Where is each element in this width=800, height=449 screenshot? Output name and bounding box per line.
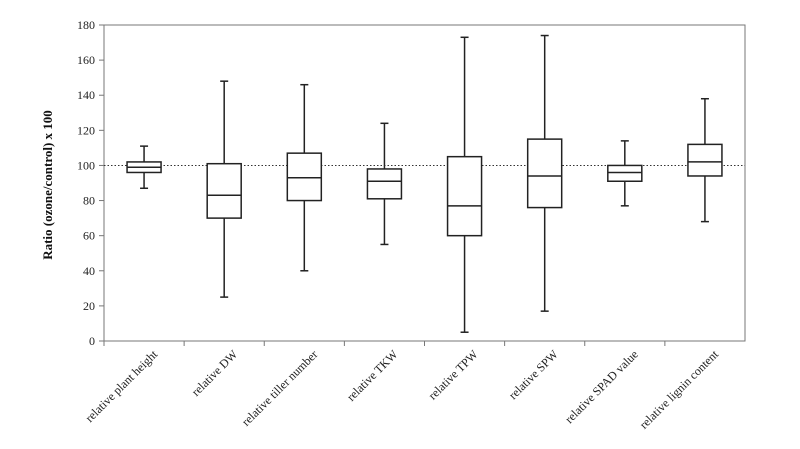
y-tick-label: 140 — [77, 88, 95, 102]
box-iqr — [526, 138, 563, 209]
x-category-label: relative tiller number — [239, 347, 321, 429]
x-category-label: relative SPW — [506, 347, 561, 402]
x-category-label: relative plant height — [82, 347, 160, 425]
y-tick-label: 100 — [77, 158, 95, 172]
y-axis-title: Ratio (ozone/control) x 100 — [40, 110, 55, 260]
y-tick-label: 180 — [77, 18, 95, 32]
x-category-label: relative TKW — [344, 347, 401, 404]
plot-frame — [103, 24, 746, 342]
y-tick-label: 0 — [89, 334, 95, 348]
box-iqr — [687, 143, 723, 177]
x-category-label: relative SPAD value — [562, 347, 641, 426]
box-iqr — [286, 152, 323, 202]
box-iqr — [607, 164, 643, 182]
box-iqr — [446, 155, 483, 237]
box-iqr — [206, 162, 242, 219]
y-tick-label: 120 — [77, 123, 95, 137]
x-category-label: relative DW — [189, 347, 241, 399]
y-tick-label: 20 — [83, 299, 95, 313]
y-tick-label: 80 — [83, 194, 95, 208]
y-tick-label: 160 — [77, 53, 95, 67]
y-tick-label: 60 — [83, 229, 95, 243]
x-category-label: relative TPW — [425, 347, 481, 403]
y-tick-label: 40 — [83, 264, 95, 278]
box-iqr — [366, 168, 403, 200]
x-category-label: relative lignin content — [637, 347, 722, 432]
